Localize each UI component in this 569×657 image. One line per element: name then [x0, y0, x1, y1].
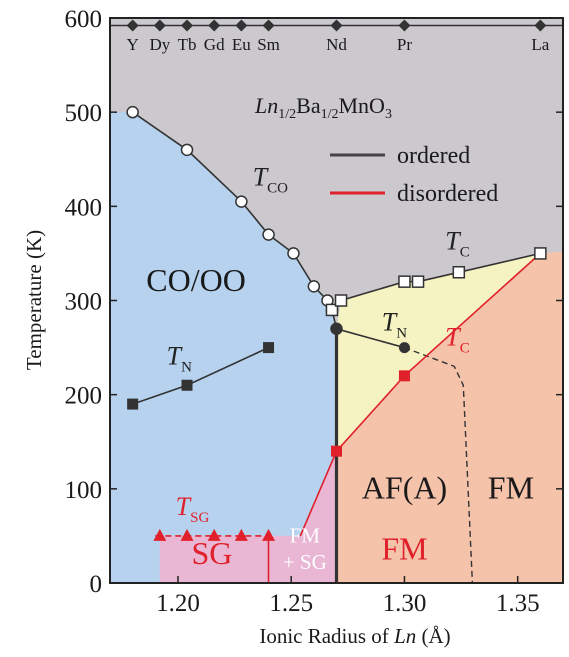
element-diamond-marker [262, 19, 275, 32]
tco-point [307, 280, 321, 293]
element-label: Eu [232, 35, 251, 54]
tco-point [262, 228, 275, 241]
x-tick-label: 1.30 [383, 590, 427, 617]
element-diamond-marker [126, 19, 139, 32]
tc-point [534, 247, 547, 260]
axes: 0 100 200 300 400 500 600 1.20 1.25 1.30 1.35 [65, 6, 563, 617]
tc-disordered-point [398, 370, 410, 382]
element-diamond-marker [153, 19, 166, 32]
element-diamond-marker [181, 19, 194, 32]
region-co-oo [110, 112, 337, 583]
region-sg [159, 451, 337, 583]
tsg-point [180, 528, 194, 541]
data-markers: Y Dy Tb Gd Eu Sm Nd Pr La [126, 19, 550, 541]
legend-label-ordered: ordered [397, 143, 470, 169]
element-label: Dy [149, 35, 170, 54]
x-tick-label: 1.20 [156, 590, 200, 617]
tn-extrapolated-dashed-line [404, 346, 474, 584]
tc-disordered-point [331, 445, 342, 457]
tco-point [180, 143, 194, 157]
tco-point [126, 105, 139, 119]
region-label-fm_sg_2: + SG [283, 550, 327, 574]
region-label-sg: SG [191, 535, 232, 571]
tc-point [325, 303, 339, 317]
curve-label-tsg: TSG [176, 492, 210, 526]
tn-af-point [398, 342, 410, 354]
curve-label-tn_right: TN [382, 308, 407, 342]
element-diamond-marker [534, 19, 547, 32]
region-label-fm_red: FM [381, 530, 427, 566]
tco-point [287, 247, 300, 260]
element-diamond-marker [235, 19, 248, 32]
y-tick-label: 500 [65, 100, 103, 127]
tco-point [235, 195, 248, 208]
y-tick-label: 0 [90, 571, 103, 598]
tsg-point [207, 528, 221, 541]
x-tick-label: 1.25 [269, 590, 313, 617]
y-tick-label: 100 [65, 477, 103, 504]
curve-label-tn_left: TN [167, 342, 192, 376]
tc-point [452, 266, 466, 279]
element-label: La [531, 35, 549, 54]
tc-point [411, 275, 425, 288]
y-tick-label: 600 [65, 6, 103, 33]
element-label: Nd [326, 35, 347, 54]
y-axis-title: Temperature (K) [22, 230, 46, 370]
x-tick-label: 1.35 [496, 590, 540, 617]
element-label: Y [127, 35, 139, 54]
element-label: Tb [178, 35, 197, 54]
tsg-point [262, 528, 276, 541]
legend: ordered disordered [330, 143, 498, 207]
element-label: Pr [397, 35, 412, 54]
curve-label-tc_disordered: TC [445, 323, 469, 357]
y-tick-label: 400 [65, 194, 103, 221]
x-axis-title: Ionic Radius of Ln (Å) [259, 624, 450, 648]
tsg-point [234, 528, 248, 541]
chart-title: Ln1/2Ba1/2MnO3 [254, 93, 392, 122]
element-diamond-marker [398, 19, 411, 32]
region-label-fm_sg_1: FM [290, 524, 321, 548]
tn-af-point [331, 323, 342, 335]
tsg-point [153, 528, 167, 541]
region-label-afa: AF(A) [362, 469, 447, 505]
tn-point [127, 398, 139, 410]
tc-disordered-boundary-line [299, 252, 541, 537]
tc-point [398, 275, 411, 288]
tn-point [263, 342, 275, 354]
y-tick-label: 300 [65, 289, 103, 316]
region-label-fm_right: FM [488, 469, 534, 505]
y-tick-label: 200 [65, 383, 103, 410]
tc-point [334, 294, 348, 307]
element-label: Sm [257, 35, 280, 54]
tn-right-boundary-line [336, 328, 405, 349]
region-label-coo: CO/OO [146, 262, 246, 298]
element-label: Gd [204, 35, 225, 54]
tn-point [181, 379, 193, 391]
element-diamond-marker [208, 19, 221, 32]
element-diamond-marker [330, 19, 343, 32]
curve-label-tco: TCO [253, 163, 288, 197]
legend-label-disordered: disordered [397, 181, 498, 207]
region-fm [336, 251, 563, 583]
curve-label-tc_ordered: TC [445, 227, 469, 261]
